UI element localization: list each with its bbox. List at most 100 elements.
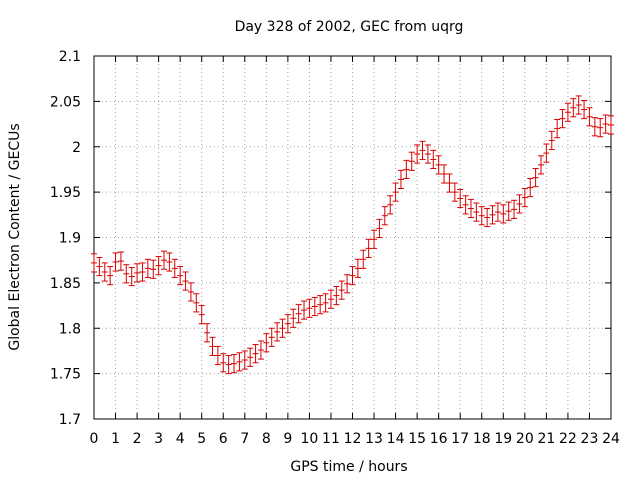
data-point — [155, 256, 162, 276]
data-point — [198, 305, 205, 325]
x-tick-label: 2 — [133, 431, 142, 447]
data-point — [397, 169, 404, 189]
data-point — [128, 266, 135, 287]
data-point — [220, 353, 227, 373]
x-tick-label: 8 — [262, 431, 271, 447]
x-tick-label: 23 — [581, 431, 599, 447]
y-tick-label: 2 — [72, 140, 81, 156]
data-point — [279, 318, 286, 338]
data-point — [500, 204, 507, 224]
data-point — [117, 251, 124, 271]
data-point — [435, 155, 442, 175]
data-point — [96, 256, 103, 277]
data-point — [602, 114, 609, 134]
data-point — [414, 144, 421, 164]
data-point — [295, 304, 302, 324]
x-tick-label: 14 — [387, 431, 405, 447]
x-tick-label: 12 — [344, 431, 362, 447]
y-tick-label: 1.85 — [50, 276, 81, 292]
y-tick-label: 2.05 — [50, 94, 81, 110]
data-point — [306, 298, 313, 318]
data-point — [252, 344, 259, 364]
x-axis-label: GPS time / hours — [290, 459, 407, 475]
data-point — [187, 282, 194, 302]
data-point — [354, 258, 361, 278]
y-tick-label: 1.75 — [50, 367, 81, 383]
y-tick-label: 1.7 — [59, 412, 81, 428]
x-tick-label: 4 — [176, 431, 185, 447]
x-tick-label: 7 — [240, 431, 249, 447]
data-point — [371, 229, 378, 249]
data-point — [392, 182, 399, 202]
x-tick-label: 10 — [301, 431, 319, 447]
data-point — [516, 194, 523, 214]
data-point — [112, 252, 119, 272]
axes-layer: 0 1 2 3 4 5 6 7 8 9 10 11 12 13 14 15 16 17 18 19 20 21 22 23 24… — [50, 49, 620, 447]
data-point — [521, 187, 528, 208]
data-point — [257, 340, 264, 360]
x-tick-label: 16 — [430, 431, 448, 447]
data-point — [532, 168, 539, 188]
data-point — [107, 266, 114, 286]
data-point — [327, 289, 334, 309]
data-point — [231, 354, 238, 374]
data-point — [597, 118, 604, 138]
x-tick-label: 0 — [90, 431, 99, 447]
data-point — [473, 202, 480, 222]
y-tick-label: 1.9 — [59, 231, 81, 247]
data-point — [419, 140, 426, 160]
data-point — [376, 218, 383, 238]
data-point — [575, 95, 582, 115]
data-point — [586, 107, 593, 127]
data-point — [543, 143, 550, 163]
data-point — [134, 263, 141, 283]
data-point — [484, 207, 491, 228]
y-tick-label: 2.1 — [59, 49, 81, 65]
data-point — [559, 109, 566, 129]
data-point — [268, 327, 275, 347]
data-point — [424, 144, 431, 164]
data-point — [166, 252, 173, 272]
x-tick-label: 19 — [494, 431, 512, 447]
data-point — [177, 266, 184, 286]
data-point — [478, 206, 485, 226]
x-tick-label: 24 — [602, 431, 620, 447]
data-point — [349, 266, 356, 286]
data-point — [381, 206, 388, 226]
data-point — [441, 164, 448, 184]
data-point — [548, 130, 555, 150]
data-point — [408, 151, 415, 171]
data-point — [274, 322, 281, 342]
data-point — [241, 350, 248, 370]
data-point — [225, 354, 232, 375]
grid-layer — [94, 56, 611, 419]
data-point — [387, 195, 394, 215]
data-point — [144, 258, 151, 278]
data-point — [462, 195, 469, 215]
x-tick-label: 15 — [408, 431, 426, 447]
data-point — [333, 286, 340, 306]
data-point — [494, 202, 501, 222]
data-point — [317, 295, 324, 315]
data-point — [290, 308, 297, 328]
x-tick-label: 5 — [197, 431, 206, 447]
x-tick-label: 22 — [559, 431, 577, 447]
data-point — [451, 182, 458, 202]
data-point — [322, 293, 329, 313]
data-point — [123, 264, 130, 284]
data-point — [91, 253, 97, 273]
x-tick-label: 18 — [473, 431, 491, 447]
x-tick-label: 9 — [283, 431, 292, 447]
data-point — [284, 314, 291, 334]
data-point — [527, 178, 534, 198]
data-point — [570, 98, 577, 118]
data-point — [161, 250, 168, 270]
data-point — [150, 259, 157, 279]
data-point — [511, 199, 518, 219]
x-tick-label: 11 — [322, 431, 340, 447]
data-point — [344, 274, 351, 294]
data-point — [338, 280, 345, 300]
data-point — [263, 333, 270, 353]
x-tick-label: 17 — [451, 431, 469, 447]
